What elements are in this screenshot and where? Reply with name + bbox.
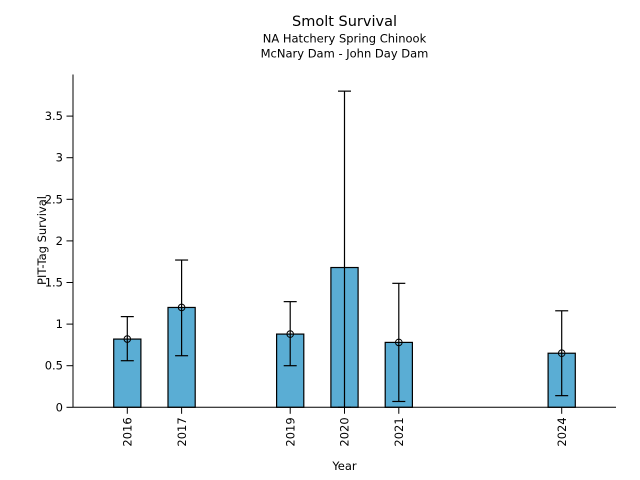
y-tick-label: 0: [56, 400, 63, 414]
chart-subtitle-line2: McNary Dam - John Day Dam: [261, 47, 429, 61]
y-tick-label: 2.5: [45, 192, 63, 206]
y-tick-label: 3.5: [45, 109, 63, 123]
point-markers-group: [123, 303, 566, 358]
y-tick-label: 0.5: [45, 359, 63, 373]
point-estimate-marker: [557, 349, 566, 358]
x-tick-label: 2024: [555, 417, 569, 446]
x-tick-label: 2016: [121, 417, 135, 446]
point-estimate-marker: [177, 303, 186, 312]
y-axis-label: PIT-Tag Survival: [35, 196, 49, 285]
point-estimate-marker: [395, 338, 403, 347]
y-tick-label: 3: [56, 151, 63, 165]
y-tick-label: 1: [56, 317, 63, 331]
x-tick-label: 2021: [392, 417, 406, 446]
x-axis-ticks: 2016 2017 2019 2020 2021 2024: [121, 407, 569, 447]
y-tick-label: 2: [56, 234, 63, 248]
chart-title: Smolt Survival: [292, 14, 397, 30]
x-axis-label: Year: [331, 459, 357, 473]
y-axis-ticks: 0 0.5 1 1.5 2 2.5 3 3.5: [45, 109, 73, 414]
x-tick-label: 2017: [175, 417, 189, 446]
y-tick-label: 1.5: [45, 276, 63, 290]
point-estimate-marker: [123, 335, 132, 343]
x-tick-label: 2019: [283, 417, 297, 446]
chart-subtitle-line1: NA Hatchery Spring Chinook: [263, 32, 427, 46]
point-estimate-marker: [286, 330, 295, 338]
x-tick-label: 2020: [338, 417, 352, 446]
